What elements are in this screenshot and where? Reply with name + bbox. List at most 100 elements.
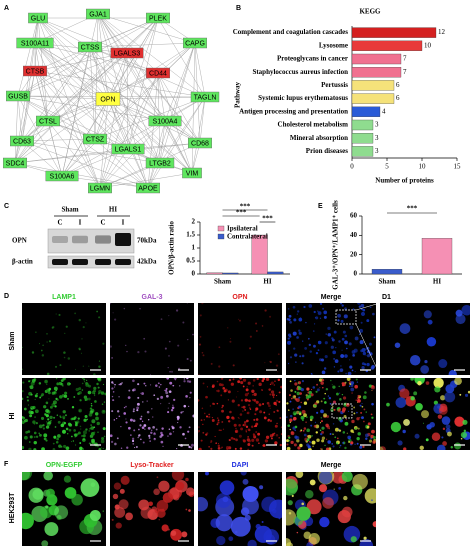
signal-spot: [155, 428, 158, 431]
group-label: Sham: [61, 206, 78, 214]
signal-spot: [187, 430, 190, 433]
value-label: 3: [375, 121, 379, 129]
signal-spot: [323, 413, 328, 418]
signal-spot: [93, 373, 96, 375]
signal-spot: [184, 437, 187, 440]
signal-spot: [350, 536, 357, 543]
signal-spot: [316, 438, 320, 442]
bar: [351, 53, 402, 65]
signal-spot: [301, 380, 304, 383]
signal-spot: [245, 429, 247, 431]
signal-spot: [314, 402, 318, 406]
signal-spot: [33, 431, 37, 435]
signal-spot: [201, 303, 204, 305]
signal-spot: [242, 485, 259, 503]
signal-spot: [252, 433, 255, 436]
signal-spot: [74, 312, 76, 315]
signal-spot: [423, 310, 432, 319]
signal-spot: [259, 485, 264, 490]
signal-spot: [46, 341, 48, 343]
signal-spot: [420, 365, 429, 374]
signal-spot: [90, 408, 95, 413]
signal-spot: [137, 436, 139, 439]
signal-spot: [156, 397, 160, 401]
node-label: LTGB2: [149, 160, 171, 167]
signal-spot: [427, 319, 433, 325]
signal-spot: [299, 355, 302, 358]
y-tick-label: 0: [192, 270, 196, 278]
node-label: TAGLN: [194, 94, 217, 101]
node: [5, 90, 31, 102]
signal-spot: [310, 393, 314, 397]
blot-membrane: [47, 255, 135, 269]
edge: [97, 13, 159, 74]
signal-spot: [441, 436, 444, 439]
signal-spot: [97, 431, 99, 433]
signal-spot: [270, 390, 275, 394]
signal-spot: [81, 382, 84, 385]
signal-spot: [341, 304, 344, 307]
signal-spot: [307, 394, 312, 398]
edge: [89, 46, 149, 189]
signal-spot: [314, 421, 317, 424]
edge: [127, 72, 159, 150]
signal-spot: [60, 382, 64, 386]
signal-spot: [112, 382, 114, 385]
node-label: LGALS3: [114, 50, 141, 57]
node-label: CAPG: [185, 40, 205, 47]
signal-spot: [186, 378, 189, 380]
signal-spot: [85, 322, 87, 324]
signal-spot: [79, 399, 82, 402]
signal-spot: [287, 424, 291, 428]
edge: [99, 148, 129, 189]
signal-spot: [317, 340, 322, 345]
signal-spot: [361, 366, 365, 370]
edge: [107, 98, 129, 150]
signal-spot: [334, 359, 339, 363]
signal-spot: [238, 319, 241, 322]
signal-spot: [255, 418, 259, 421]
edge: [21, 140, 161, 164]
signal-spot: [240, 507, 250, 516]
signal-spot: [183, 380, 186, 383]
signal-spot: [189, 391, 192, 394]
signal-spot: [344, 446, 347, 450]
signal-spot: [349, 325, 354, 330]
value-label: 10: [424, 41, 432, 49]
signal-spot: [268, 388, 271, 391]
signal-spot: [188, 445, 191, 449]
signal-spot: [73, 429, 76, 432]
signal-spot: [148, 501, 153, 507]
signal-spot: [330, 379, 332, 382]
signal-spot: [348, 440, 351, 444]
panel-letter: B: [236, 5, 241, 12]
signal-spot: [153, 394, 156, 396]
signal-spot: [45, 408, 49, 413]
signal-spot: [114, 507, 126, 518]
signal-spot: [66, 382, 71, 386]
signal-spot: [289, 321, 292, 324]
signal-spot: [442, 441, 447, 446]
node: [77, 41, 102, 53]
edge: [21, 70, 36, 142]
signal-spot: [467, 390, 470, 394]
node-label: SDC4: [6, 160, 25, 167]
signal-spot: [316, 411, 319, 414]
signal-spot: [356, 381, 359, 383]
signal-spot: [317, 349, 320, 352]
signal-spot: [22, 397, 24, 401]
signal-spot: [118, 396, 120, 398]
signal-spot: [347, 371, 352, 375]
signal-spot: [297, 381, 300, 384]
signal-spot: [308, 390, 312, 395]
signal-spot: [50, 420, 52, 422]
signal-spot: [148, 437, 151, 439]
signal-spot: [366, 425, 370, 429]
signal-spot: [298, 329, 301, 332]
signal-spot: [112, 493, 119, 500]
signal-spot: [90, 403, 93, 405]
value-label: 12: [438, 28, 446, 36]
signal-spot: [399, 323, 411, 334]
signal-spot: [220, 378, 224, 380]
signal-spot: [53, 435, 57, 439]
